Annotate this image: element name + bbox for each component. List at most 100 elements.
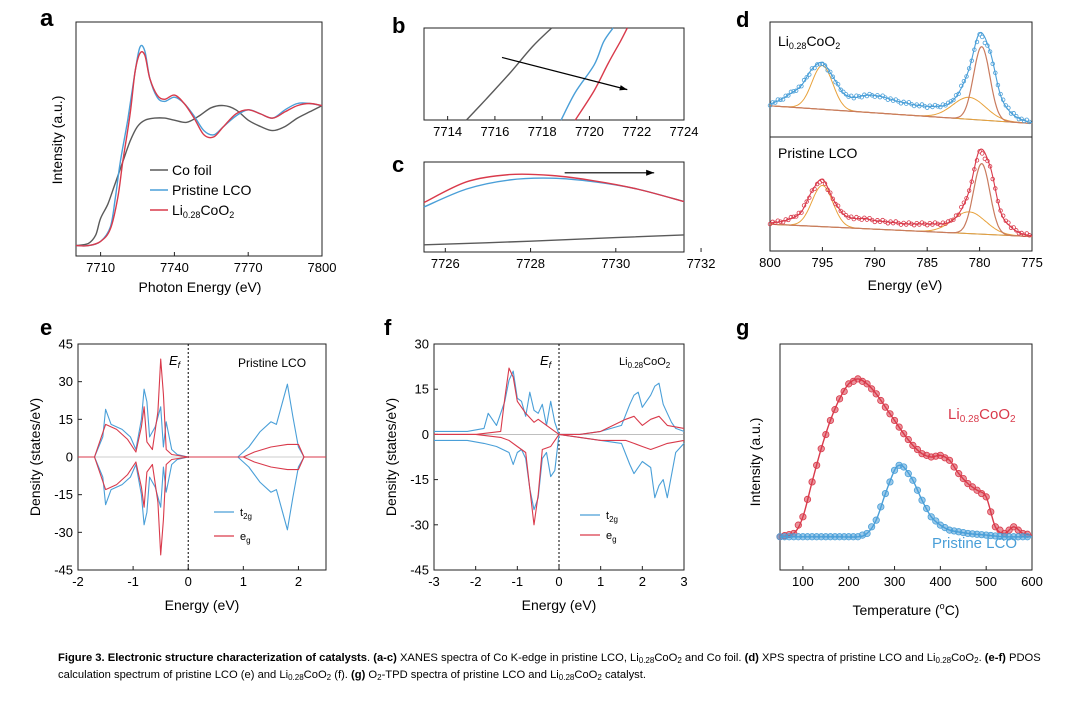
caption-ref-d: (d) xyxy=(744,652,759,664)
xps-point xyxy=(788,214,794,220)
panel-e-xlabel: Energy (eV) xyxy=(165,597,240,613)
xps-point xyxy=(804,75,809,80)
xps-point xyxy=(1011,225,1016,230)
xps-point xyxy=(828,190,833,195)
xps-point xyxy=(846,94,851,99)
xps-point xyxy=(846,215,851,220)
x-tick-label: -1 xyxy=(512,574,524,589)
xps-point xyxy=(812,186,817,192)
legend-e-t2g-label: t2g xyxy=(240,507,252,521)
x-tick-label: 775 xyxy=(1021,255,1043,270)
panel-g-pristine-label: Pristine LCO xyxy=(932,535,1017,552)
tpd-point xyxy=(1023,533,1032,541)
x-tick-label: 780 xyxy=(969,255,991,270)
xps-point xyxy=(935,221,940,227)
xps-point xyxy=(830,74,836,79)
xps-point xyxy=(828,69,833,75)
xps-point xyxy=(801,77,807,83)
xps-point xyxy=(791,214,796,219)
x-tick-label: 0 xyxy=(185,574,192,589)
caption-text: . xyxy=(367,652,374,664)
xps-point xyxy=(995,198,1001,204)
xps-point xyxy=(794,88,799,93)
xps-point xyxy=(959,83,964,89)
xps-point xyxy=(830,196,836,202)
legend-f-eg-label: eg xyxy=(606,530,617,544)
x-tick-label: 7770 xyxy=(234,260,263,275)
pdos-t2g-down xyxy=(78,456,326,531)
x-tick-label: -2 xyxy=(72,574,84,589)
xps-point xyxy=(1014,113,1019,119)
panel-label-d: d xyxy=(736,7,749,32)
shift-arrow xyxy=(501,56,628,91)
figure-canvas: a b c d e f g 7710 7740 7770 7800 Photon En… xyxy=(27,5,1043,618)
xps-point xyxy=(783,217,788,222)
xps-point xyxy=(993,70,998,76)
xps-point xyxy=(775,218,781,223)
xps-point xyxy=(770,100,775,105)
series-line-pristine-lco xyxy=(560,27,614,121)
tpd-point xyxy=(799,513,807,521)
xps-point xyxy=(807,195,812,200)
xps-point xyxy=(1000,213,1006,218)
tpd-point xyxy=(868,523,876,531)
panel-b-frame xyxy=(423,27,685,121)
xps-point xyxy=(767,103,773,108)
tpd-point xyxy=(890,466,899,474)
fit-component xyxy=(769,46,1033,125)
tpd-point xyxy=(881,403,889,411)
xps-point xyxy=(982,156,988,162)
caption-text: CoO xyxy=(654,652,678,664)
xps-point xyxy=(841,89,846,95)
panel-b: 7714 7716 7718 7720 7722 7724 xyxy=(423,27,698,139)
xps-point xyxy=(977,149,982,154)
caption-sub: 0.28 xyxy=(558,673,575,682)
xps-point xyxy=(1027,233,1032,238)
xps-point xyxy=(1027,119,1032,125)
caption-text: XPS spectra of pristine LCO and Li xyxy=(758,652,936,664)
xps-point xyxy=(796,210,802,216)
xps-point xyxy=(943,103,948,108)
legend-e-eg-label: eg xyxy=(240,531,251,545)
caption-sub: 2 xyxy=(326,673,332,682)
x-tick-label: 0 xyxy=(555,574,562,589)
pdos-t2g-down xyxy=(434,433,685,511)
tpd-point xyxy=(877,503,885,511)
caption-sub: 0.28 xyxy=(935,656,952,665)
xps-point xyxy=(841,210,846,215)
panel-d-xlabel: Energy (eV) xyxy=(868,277,943,293)
tpd-point xyxy=(863,380,871,388)
xps-point xyxy=(778,219,783,224)
xps-point xyxy=(780,219,786,225)
x-tick-label: 7732 xyxy=(687,256,716,271)
xps-point xyxy=(966,66,972,71)
xps-point xyxy=(974,39,980,45)
xps-point xyxy=(804,199,809,204)
x-tick-label: 300 xyxy=(884,574,906,589)
pdos-t2g xyxy=(434,370,685,435)
panel-g-frame xyxy=(779,343,1033,571)
xps-point xyxy=(796,84,802,89)
panel-a-ylabel: Intensity (a.u.) xyxy=(49,96,65,185)
xps-point xyxy=(1016,231,1022,236)
x-tick-label: 7800 xyxy=(308,260,337,275)
xps-point xyxy=(854,93,859,98)
series-line-li0-28coo2 xyxy=(574,27,628,121)
caption-ref-ef: (e-f) xyxy=(984,652,1006,664)
x-tick-label: 1 xyxy=(240,574,247,589)
y-tick-label: -45 xyxy=(54,563,73,578)
xps-point xyxy=(775,97,781,102)
xps-point xyxy=(1019,116,1024,122)
x-tick-label: 500 xyxy=(975,574,997,589)
xps-point xyxy=(835,203,841,209)
caption-ref-ac: (a-c) xyxy=(373,652,397,664)
xps-point xyxy=(773,220,778,226)
xps-point xyxy=(825,187,830,192)
xps-point xyxy=(943,221,948,226)
xps-point xyxy=(1008,225,1014,230)
y-tick-label: -45 xyxy=(410,563,429,578)
caption-text: CoO xyxy=(951,652,975,664)
xps-point xyxy=(885,97,891,102)
xps-point xyxy=(851,96,857,101)
xps-point xyxy=(1006,220,1011,225)
